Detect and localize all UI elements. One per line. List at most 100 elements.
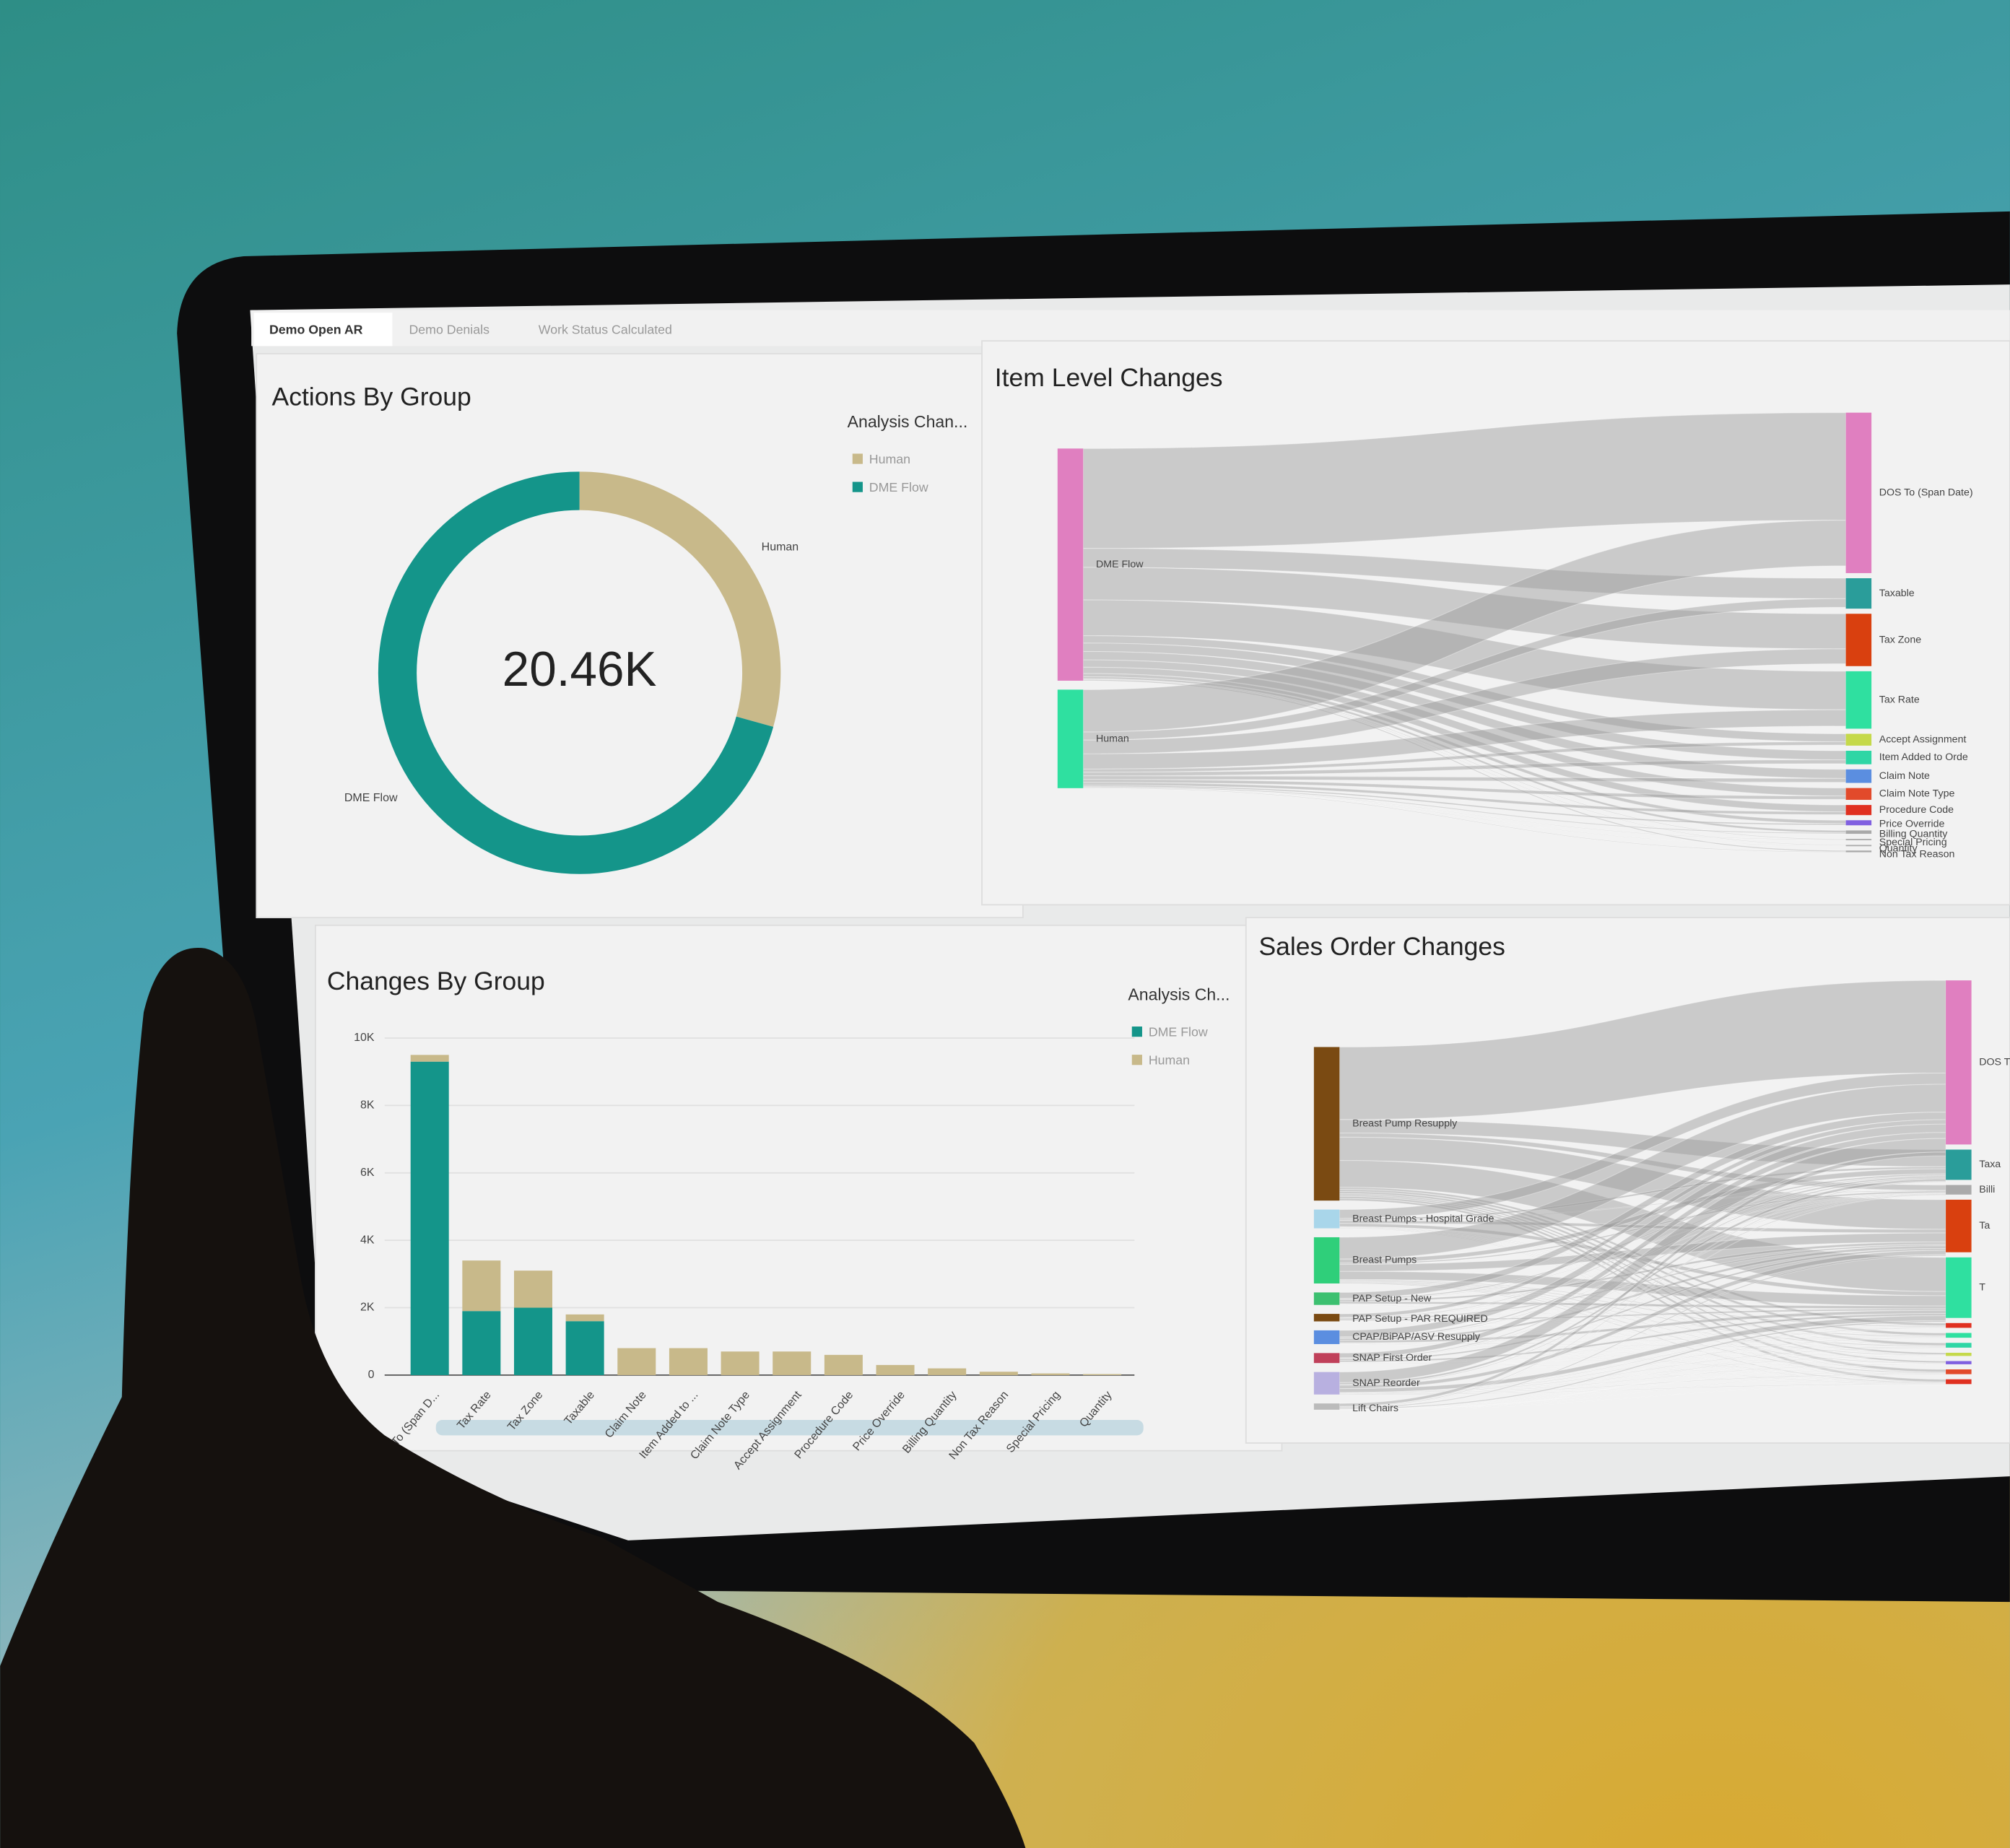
node-label: Claim Note	[1879, 770, 1930, 782]
legend-title: Analysis Chan...	[848, 412, 968, 431]
bar-segment	[824, 1354, 863, 1375]
sankey-node	[1057, 448, 1084, 681]
bar-segment	[462, 1311, 501, 1375]
bar-segment	[1083, 1374, 1122, 1375]
node-label: Tax Zone	[1879, 634, 1921, 645]
node-label: Billing Quantity	[1879, 828, 1949, 840]
sankey-node	[1845, 733, 1872, 746]
node-label: DOS T	[1979, 1057, 2010, 1068]
y-tick-label: 8K	[360, 1099, 375, 1112]
sankey-link	[1339, 1364, 1946, 1411]
sankey-node	[1845, 614, 1872, 666]
node-label: Claim Note Type	[1879, 788, 1955, 800]
sankey-link	[1339, 1383, 1946, 1395]
bar-segment	[617, 1348, 656, 1375]
sankey-node	[1313, 1403, 1340, 1410]
sankey-node	[1946, 1322, 1972, 1328]
legend-label: DME Flow	[1149, 1025, 1208, 1040]
sankey-node	[1313, 1372, 1340, 1395]
sankey-node	[1313, 1330, 1340, 1344]
active-tab	[253, 313, 393, 346]
chart: Item Level Changes DME Flow Human DOS To (S…	[995, 363, 1973, 860]
bar-segment	[565, 1321, 604, 1375]
node-label: SNAP First Order	[1352, 1352, 1432, 1364]
node-label: DME Flow	[1096, 559, 1144, 570]
center-label: 20.46K	[502, 642, 657, 697]
bar-segment	[513, 1270, 553, 1308]
chart-title: Item Level Changes	[995, 363, 1223, 392]
sankey-node	[1946, 1352, 1972, 1356]
sankey-node	[1946, 1343, 1972, 1348]
node-label: Billi	[1979, 1184, 1995, 1195]
sankey-node	[1845, 839, 1872, 840]
node-label: Special Pricing	[1879, 837, 1947, 848]
bar-segment	[669, 1348, 708, 1375]
sankey-node	[1845, 412, 1872, 573]
sankey-node	[1845, 751, 1872, 764]
sankey-link	[1339, 1374, 1946, 1411]
y-tick-label: 0	[368, 1369, 375, 1381]
tab[interactable]: Demo Open AR	[269, 323, 363, 337]
tab[interactable]: Work Status Calculated	[539, 323, 672, 337]
bar-segment	[773, 1351, 812, 1375]
sankey-node	[1845, 805, 1872, 816]
sankey-link	[1339, 1194, 1946, 1408]
sankey-link	[1339, 1347, 1946, 1410]
node-label: T	[1979, 1282, 1985, 1294]
node-label: Breast Pumps - Hospital Grade	[1352, 1213, 1494, 1224]
bar-segment	[410, 1055, 449, 1062]
node-label: PAP Setup - New	[1352, 1293, 1432, 1304]
chart-title: Changes By Group	[327, 967, 545, 995]
sankey-link	[1339, 1180, 1946, 1408]
bar-segment	[410, 1061, 449, 1375]
node-label: DOS To (Span Date)	[1879, 487, 1973, 499]
legend-swatch	[852, 481, 863, 492]
sankey-node	[1845, 578, 1872, 609]
sankey-node	[1845, 788, 1872, 801]
sankey-node	[1946, 1149, 1972, 1180]
sankey-link	[1339, 1337, 1946, 1394]
node-label: Item Added to Orde	[1879, 751, 1968, 763]
node-label: Breast Pumps	[1352, 1255, 1417, 1266]
y-tick-label: 10K	[354, 1032, 375, 1044]
chart: Actions By Group Human Human DME Flow DME Fl…	[272, 382, 968, 874]
sankey-node	[1313, 1292, 1340, 1305]
sankey-node	[1946, 1369, 1972, 1374]
sankey-link	[1339, 1178, 1946, 1385]
sankey-link	[1339, 1384, 1946, 1411]
node-label: SNAP Reorder	[1352, 1377, 1420, 1389]
sankey-node	[1946, 1185, 1972, 1195]
node-label: Breast Pump Resupply	[1352, 1118, 1458, 1130]
sankey-node	[1313, 1314, 1340, 1322]
node-label: Procedure Code	[1879, 804, 1954, 816]
node-label: Ta	[1979, 1220, 1990, 1232]
sankey-node	[1313, 1047, 1340, 1201]
node-label: Quantity	[1879, 843, 1918, 855]
sankey-link	[1339, 1193, 1946, 1386]
chart-title: Sales Order Changes	[1259, 932, 1505, 961]
sankey-links	[1082, 412, 1847, 853]
bar-segment	[928, 1368, 967, 1375]
legend-title: Analysis Ch...	[1128, 985, 1230, 1004]
chart: Sales Order Changes Breast Pump Resupply B…	[1259, 932, 2010, 1414]
sankey-node	[1057, 689, 1084, 788]
bar-segment	[721, 1351, 760, 1375]
legend-label: Human	[1149, 1053, 1190, 1068]
sankey-link	[1339, 1327, 1946, 1394]
node-label: Taxable	[1879, 588, 1915, 599]
hand	[0, 947, 1026, 1848]
sankey-link	[1339, 1356, 1946, 1411]
tab-bar: Demo Open AR Demo Denials Work Status Calc…	[251, 310, 2010, 346]
panel	[1245, 917, 2010, 1444]
tab[interactable]: Demo Denials	[409, 323, 490, 337]
bar-segment	[876, 1364, 915, 1375]
sankey-link	[1339, 1315, 1946, 1393]
sankey-node	[1946, 1379, 1972, 1385]
slice-label: DME Flow	[344, 792, 398, 804]
panels	[256, 340, 2010, 1452]
panel	[981, 340, 2010, 906]
sankey-link	[1339, 1364, 1946, 1395]
slice-label: Human	[762, 541, 799, 553]
sankey-link	[1339, 1347, 1946, 1394]
